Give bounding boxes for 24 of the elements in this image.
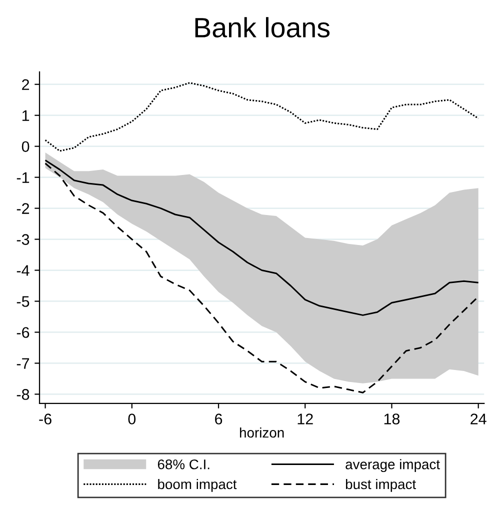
x-tick-label: 0 [128,414,136,424]
line-series [44,82,480,152]
legend-label: average impact [346,459,440,472]
legend-label: 68% C.I. [158,459,210,470]
y-tick-label: 1 [22,110,30,121]
y-tick-label: -7 [16,358,30,369]
x-tick-label: -6 [39,414,52,424]
y-tick-label: -3 [16,234,30,245]
x-axis-title: horizon [240,427,284,438]
x-tick-label: 6 [215,414,222,424]
legend-label: boom impact [158,478,237,492]
y-tick-label: -4 [16,265,30,276]
x-tick-label: 12 [298,414,313,424]
chart-title: Bank loans [195,17,330,38]
y-tick-label: -8 [16,389,30,400]
x-tick-label: 18 [384,414,400,424]
y-tick-label: -2 [16,203,30,214]
legend-label: bust impact [346,478,416,492]
y-tick-label: -6 [16,327,30,338]
y-tick-label: 2 [22,79,30,90]
x-tick-label: 24 [470,414,486,424]
y-tick-label: -5 [16,296,30,307]
y-tick-label: 0 [22,141,30,152]
y-tick-label: -1 [16,172,30,183]
